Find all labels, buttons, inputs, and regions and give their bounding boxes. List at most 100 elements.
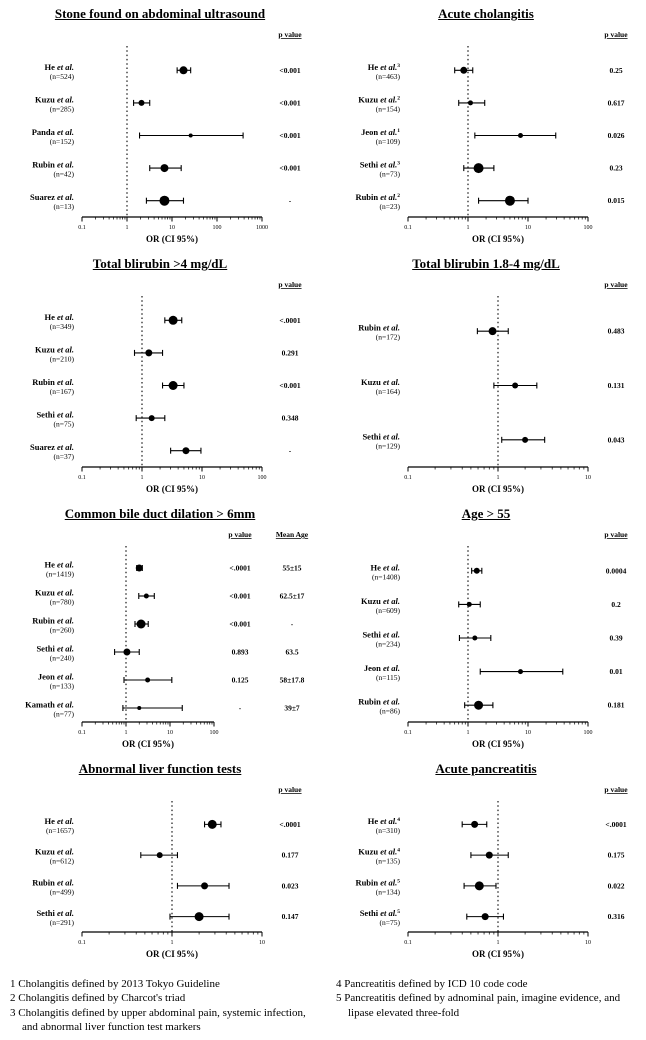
svg-text:Rubin et al.: Rubin et al. — [358, 697, 400, 707]
svg-text:(n=780): (n=780) — [50, 598, 75, 607]
svg-text:10: 10 — [525, 730, 531, 736]
panel-bilirubin-gt4: Total blirubin >4 mg/dL p value 0.1 1 10 100… — [0, 254, 320, 504]
svg-text:0.125: 0.125 — [232, 676, 249, 685]
svg-text:Rubin et al.: Rubin et al. — [32, 877, 74, 887]
svg-text:0.1: 0.1 — [404, 940, 412, 946]
svg-text:OR (CI 95%): OR (CI 95%) — [146, 949, 198, 959]
svg-text:(n=260): (n=260) — [50, 626, 75, 635]
panel-title-bilirubin-gt4: Total blirubin >4 mg/dL — [92, 256, 228, 271]
panel-grid: Stone found on abdominal ultrasound p va… — [0, 4, 646, 969]
svg-text:He et al.: He et al. — [370, 562, 400, 572]
svg-text:(n=499): (n=499) — [50, 887, 75, 896]
svg-text:0.291: 0.291 — [282, 348, 299, 357]
svg-text:<0.001: <0.001 — [279, 66, 300, 75]
svg-text:(n=609): (n=609) — [376, 606, 401, 615]
svg-text:Jeon et al.: Jeon et al. — [364, 663, 400, 673]
svg-text:1: 1 — [125, 730, 128, 736]
svg-text:100: 100 — [584, 225, 593, 231]
panel-stone-ultrasound: Stone found on abdominal ultrasound p va… — [0, 4, 320, 254]
svg-text:(n=109): (n=109) — [376, 137, 401, 146]
svg-text:<0.001: <0.001 — [279, 131, 300, 140]
svg-text:0.39: 0.39 — [609, 634, 622, 643]
svg-text:(n=349): (n=349) — [50, 322, 75, 331]
footnote-5: 5 Pancreatitis defined by adnominal pain… — [336, 992, 621, 1019]
svg-text:Rubin et al.5: Rubin et al.5 — [355, 877, 400, 887]
svg-text:(n=1657): (n=1657) — [46, 826, 74, 835]
svg-text:(n=164): (n=164) — [376, 387, 401, 396]
svg-text:<0.001: <0.001 — [279, 164, 300, 173]
svg-text:(n=152): (n=152) — [50, 137, 75, 146]
svg-text:(n=612): (n=612) — [50, 857, 75, 866]
svg-text:-: - — [239, 704, 242, 713]
svg-text:0.316: 0.316 — [608, 912, 625, 921]
svg-text:1: 1 — [497, 475, 500, 481]
svg-text:<.0001: <.0001 — [605, 820, 626, 829]
footnotes: 1 Cholangitis defined by 2013 Tokyo Guid… — [0, 977, 646, 1034]
svg-text:Jeon et al.: Jeon et al. — [38, 672, 74, 682]
svg-text:(n=42): (n=42) — [54, 170, 75, 179]
panel-title-liver-function-tests: Abnormal liver function tests — [78, 761, 242, 776]
svg-text:(n=135): (n=135) — [376, 857, 401, 866]
svg-text:Kuzu et al.: Kuzu et al. — [35, 588, 74, 598]
svg-text:(n=86): (n=86) — [380, 707, 401, 716]
svg-text:0.131: 0.131 — [608, 381, 625, 390]
svg-text:(n=524): (n=524) — [50, 72, 75, 81]
svg-text:He et al.: He et al. — [44, 560, 74, 570]
footnote-3: 3 Cholangitis defined by upper abdominal… — [10, 1006, 306, 1033]
svg-text:p value: p value — [604, 785, 628, 794]
svg-text:1: 1 — [467, 730, 470, 736]
svg-text:0.147: 0.147 — [282, 912, 299, 921]
svg-text:OR (CI 95%): OR (CI 95%) — [472, 484, 524, 494]
svg-text:39±7: 39±7 — [284, 704, 300, 713]
svg-text:0.348: 0.348 — [282, 414, 299, 423]
svg-text:(n=73): (n=73) — [380, 170, 401, 179]
svg-text:(n=154): (n=154) — [376, 104, 401, 113]
svg-text:Kuzu et al.: Kuzu et al. — [35, 94, 74, 104]
svg-text:0.181: 0.181 — [608, 701, 625, 710]
svg-text:0.483: 0.483 — [608, 327, 625, 336]
svg-text:0.1: 0.1 — [78, 225, 86, 231]
svg-text:Sethi et al.5: Sethi et al.5 — [360, 908, 401, 918]
svg-text:Panda et al.: Panda et al. — [32, 127, 74, 137]
svg-text:1000: 1000 — [256, 225, 268, 231]
svg-text:0.043: 0.043 — [608, 435, 625, 444]
forest-plot-liver-function-tests: p value 0.1 1 10 OR (CI 95%) He et al.(n=1657… — [32, 785, 302, 959]
svg-text:-: - — [291, 620, 294, 629]
svg-text:(n=115): (n=115) — [376, 673, 400, 682]
svg-text:Sethi et al.: Sethi et al. — [362, 431, 400, 441]
forest-plot-acute-pancreatitis: p value 0.1 1 10 OR (CI 95%) He et al.4(n=310… — [355, 785, 628, 959]
svg-text:(n=37): (n=37) — [54, 452, 75, 461]
svg-text:Sethi et al.: Sethi et al. — [362, 630, 400, 640]
svg-text:(n=1419): (n=1419) — [46, 570, 74, 579]
svg-text:0.175: 0.175 — [608, 851, 625, 860]
svg-text:0.023: 0.023 — [282, 881, 299, 890]
svg-text:(n=310): (n=310) — [376, 826, 401, 835]
panel-liver-function-tests: Abnormal liver function tests p value 0.1… — [0, 759, 320, 969]
footnote-2: 2 Cholangitis defined by Charcot's triad — [10, 992, 186, 1005]
svg-text:p value: p value — [278, 30, 302, 39]
svg-text:0.617: 0.617 — [608, 98, 625, 107]
svg-text:p value: p value — [278, 785, 302, 794]
svg-text:0.23: 0.23 — [609, 164, 622, 173]
svg-text:(n=167): (n=167) — [50, 387, 75, 396]
svg-text:<.0001: <.0001 — [279, 820, 300, 829]
svg-text:-: - — [289, 196, 292, 205]
svg-text:(n=172): (n=172) — [376, 333, 401, 342]
panel-acute-pancreatitis: Acute pancreatitis p value 0.1 1 10 OR (CI 9… — [326, 759, 646, 969]
svg-text:(n=240): (n=240) — [50, 654, 75, 663]
svg-text:0.01: 0.01 — [609, 667, 622, 676]
svg-text:Suarez et al.: Suarez et al. — [30, 192, 74, 202]
svg-text:0.1: 0.1 — [78, 730, 86, 736]
panel-cbd-dilation: Common bile duct dilation > 6mm p value M… — [0, 504, 320, 759]
svg-text:0.015: 0.015 — [608, 196, 625, 205]
svg-text:(n=210): (n=210) — [50, 354, 75, 363]
svg-text:(n=13): (n=13) — [54, 202, 75, 211]
panel-title-age-gt55: Age > 55 — [461, 506, 511, 521]
svg-text:<0.001: <0.001 — [279, 381, 300, 390]
svg-text:Rubin et al.: Rubin et al. — [32, 160, 74, 170]
svg-text:Sethi et al.3: Sethi et al.3 — [360, 160, 401, 170]
svg-text:Kuzu et al.: Kuzu et al. — [361, 596, 400, 606]
panel-title-acute-pancreatitis: Acute pancreatitis — [435, 761, 537, 776]
svg-text:Suarez et al.: Suarez et al. — [30, 442, 74, 452]
